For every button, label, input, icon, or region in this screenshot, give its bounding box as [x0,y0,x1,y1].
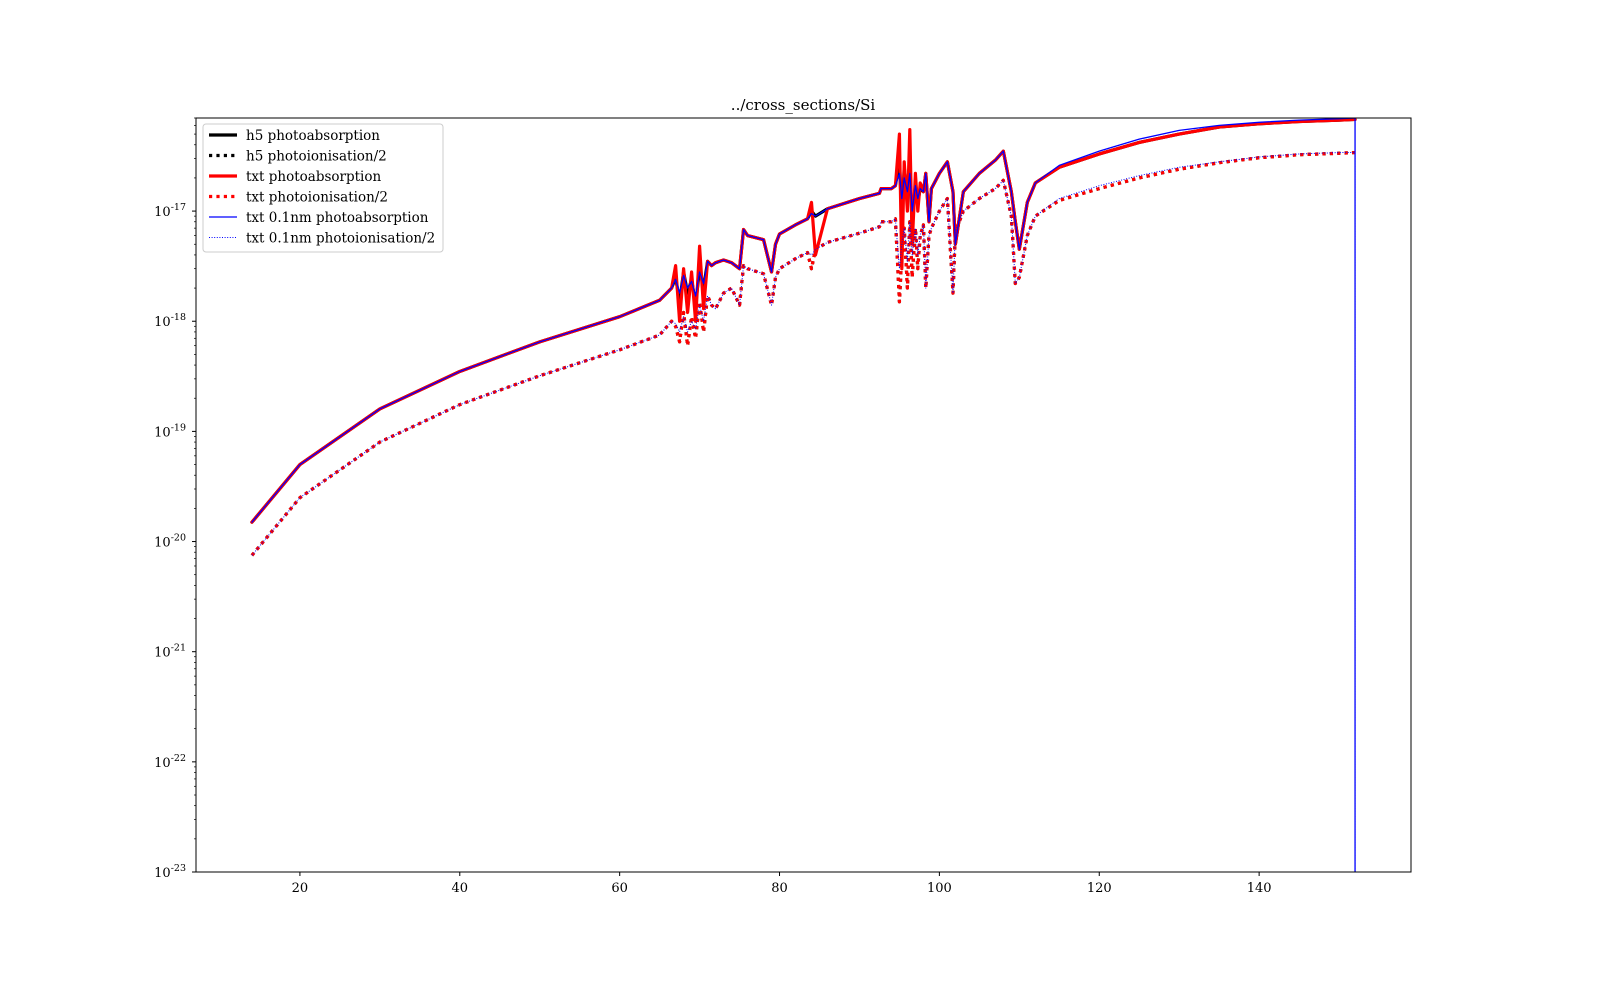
legend-label: h5 photoabsorption [246,128,380,144]
x-tick-label: 60 [611,881,628,896]
series-line-5 [251,152,1356,872]
legend-label: txt photoionisation/2 [246,190,388,206]
chart-title: ../cross_sections/Si [731,96,876,114]
x-tick-label: 120 [1087,881,1112,896]
x-tick-label: 140 [1247,881,1272,896]
x-tick-label: 80 [771,881,788,896]
series-line-3 [250,150,1356,557]
x-tick-label: 20 [292,881,309,896]
y-tick-label: 10-22 [154,753,186,771]
plot-frame [195,117,1412,873]
x-tick-label: 100 [927,881,952,896]
x-tick-label: 40 [452,881,469,896]
legend-label: h5 photoionisation/2 [246,149,387,165]
y-axis: 10-23 10-22 10-21 10-20 10-19 10-18 10-17 [154,117,196,881]
series-layer [250,118,1357,872]
series-line-4 [251,118,1356,872]
y-tick-label: 10-21 [154,643,186,661]
legend-box [202,123,444,253]
legend: h5 photoabsorption h5 photoionisation/2 tx… [202,123,444,253]
y-tick-label: 10-19 [154,422,186,440]
x-axis: 20 40 60 80 100 120 140 [292,872,1272,896]
y-tick-label: 10-17 [154,202,186,220]
legend-label: txt 0.1nm photoionisation/2 [246,231,435,247]
y-tick-label: 10-20 [154,533,186,551]
y-tick-label: 10-18 [154,312,186,330]
y-tick-label: 10-23 [154,863,186,881]
legend-label: txt photoabsorption [246,169,381,185]
legend-label: txt 0.1nm photoabsorption [246,210,429,226]
